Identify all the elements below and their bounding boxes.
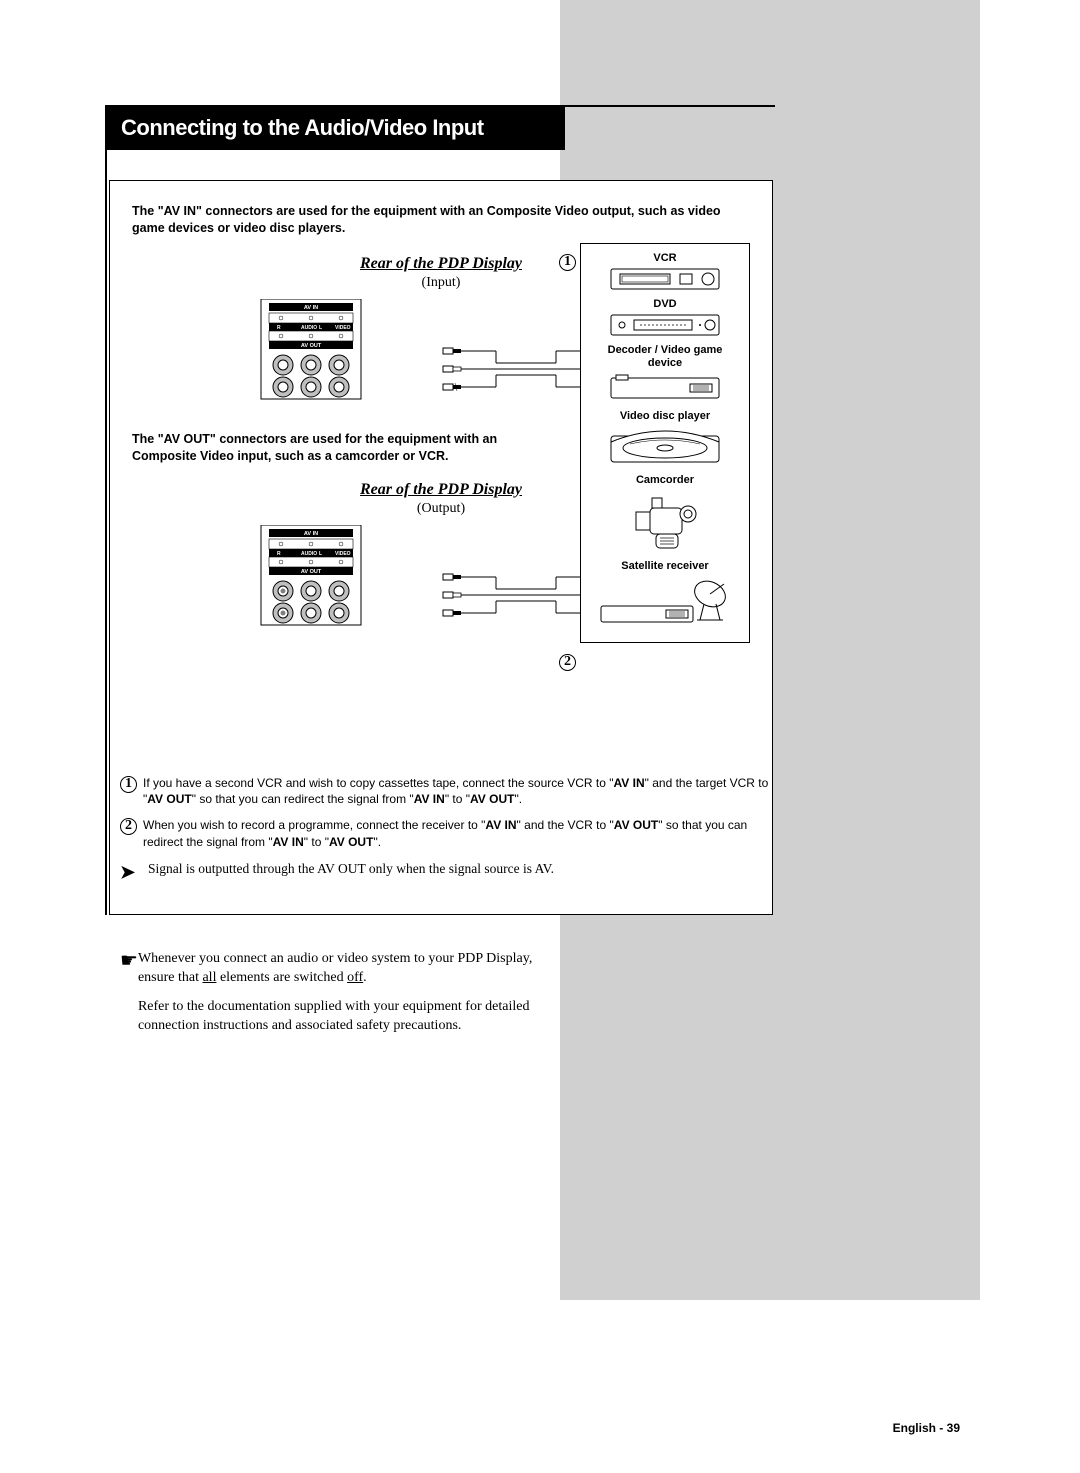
svg-text:AV IN: AV IN — [304, 305, 318, 311]
svg-text:VIDEO: VIDEO — [335, 325, 351, 331]
circled-1: 1 — [559, 254, 576, 271]
game-device-icon — [610, 374, 720, 402]
note-2: 2 When you wish to record a programme, c… — [120, 817, 770, 849]
section2-sub: (Output) — [331, 501, 551, 517]
device-vcr-label: VCR — [591, 252, 739, 264]
vcr-icon — [610, 268, 720, 290]
device-decoder-label: Decoder / Video game device — [591, 344, 739, 370]
note-2-text: When you wish to record a programme, con… — [143, 817, 770, 849]
circled-2: 2 — [559, 654, 576, 671]
note-1-num: 1 — [120, 776, 137, 793]
bottom-note: ☛ Whenever you connect an audio or video… — [120, 950, 560, 1046]
device-list: 1 2 VCR DVD Decoder / Video game device — [580, 243, 750, 643]
note-1: 1 If you have a second VCR and wish to c… — [120, 775, 770, 807]
svg-text:AV OUT: AV OUT — [301, 343, 322, 349]
camcorder-icon — [630, 490, 700, 552]
section2-heading: Rear of the PDP Display — [331, 481, 551, 499]
device-satellite-label: Satellite receiver — [591, 560, 739, 572]
device-vdp-label: Video disc player — [591, 410, 739, 422]
svg-text:VIDEO: VIDEO — [335, 551, 351, 557]
note-signal: ➤ Signal is outputted through the AV OUT… — [120, 860, 770, 884]
device-camcorder-label: Camcorder — [591, 474, 739, 486]
note-signal-text: Signal is outputted through the AV OUT o… — [148, 860, 554, 884]
note-2-num: 2 — [120, 818, 137, 835]
bottom-note-text: Whenever you connect an audio or video s… — [138, 950, 560, 1046]
notes-list: 1 If you have a second VCR and wish to c… — [120, 775, 770, 884]
pointing-hand-icon: ☛ — [120, 948, 138, 973]
page-title-box: Connecting to the Audio/Video Input — [105, 105, 565, 150]
video-disc-icon — [610, 426, 720, 466]
mid-note: The "AV OUT" connectors are used for the… — [132, 431, 512, 465]
section1-sub: (Input) — [331, 275, 551, 291]
dvd-icon — [610, 314, 720, 336]
device-dvd-label: DVD — [591, 298, 739, 310]
page-title: Connecting to the Audio/Video Input — [121, 115, 484, 141]
svg-text:AUDIO: AUDIO — [301, 551, 317, 557]
svg-text:L: L — [319, 551, 322, 557]
svg-text:AV OUT: AV OUT — [301, 569, 322, 575]
svg-text:R: R — [277, 551, 281, 557]
intro-text: The "AV IN" connectors are used for the … — [132, 203, 750, 237]
satellite-icon — [600, 576, 730, 624]
note-1-text: If you have a second VCR and wish to cop… — [143, 775, 770, 807]
arrow-icon: ➤ — [120, 860, 148, 884]
rule-left — [105, 105, 107, 915]
svg-text:R: R — [277, 325, 281, 331]
section1-heading: Rear of the PDP Display — [331, 255, 551, 273]
svg-text:L: L — [319, 325, 322, 331]
svg-text:AUDIO: AUDIO — [301, 325, 317, 331]
page-number: English - 39 — [893, 1421, 960, 1435]
svg-text:AV IN: AV IN — [304, 531, 318, 537]
